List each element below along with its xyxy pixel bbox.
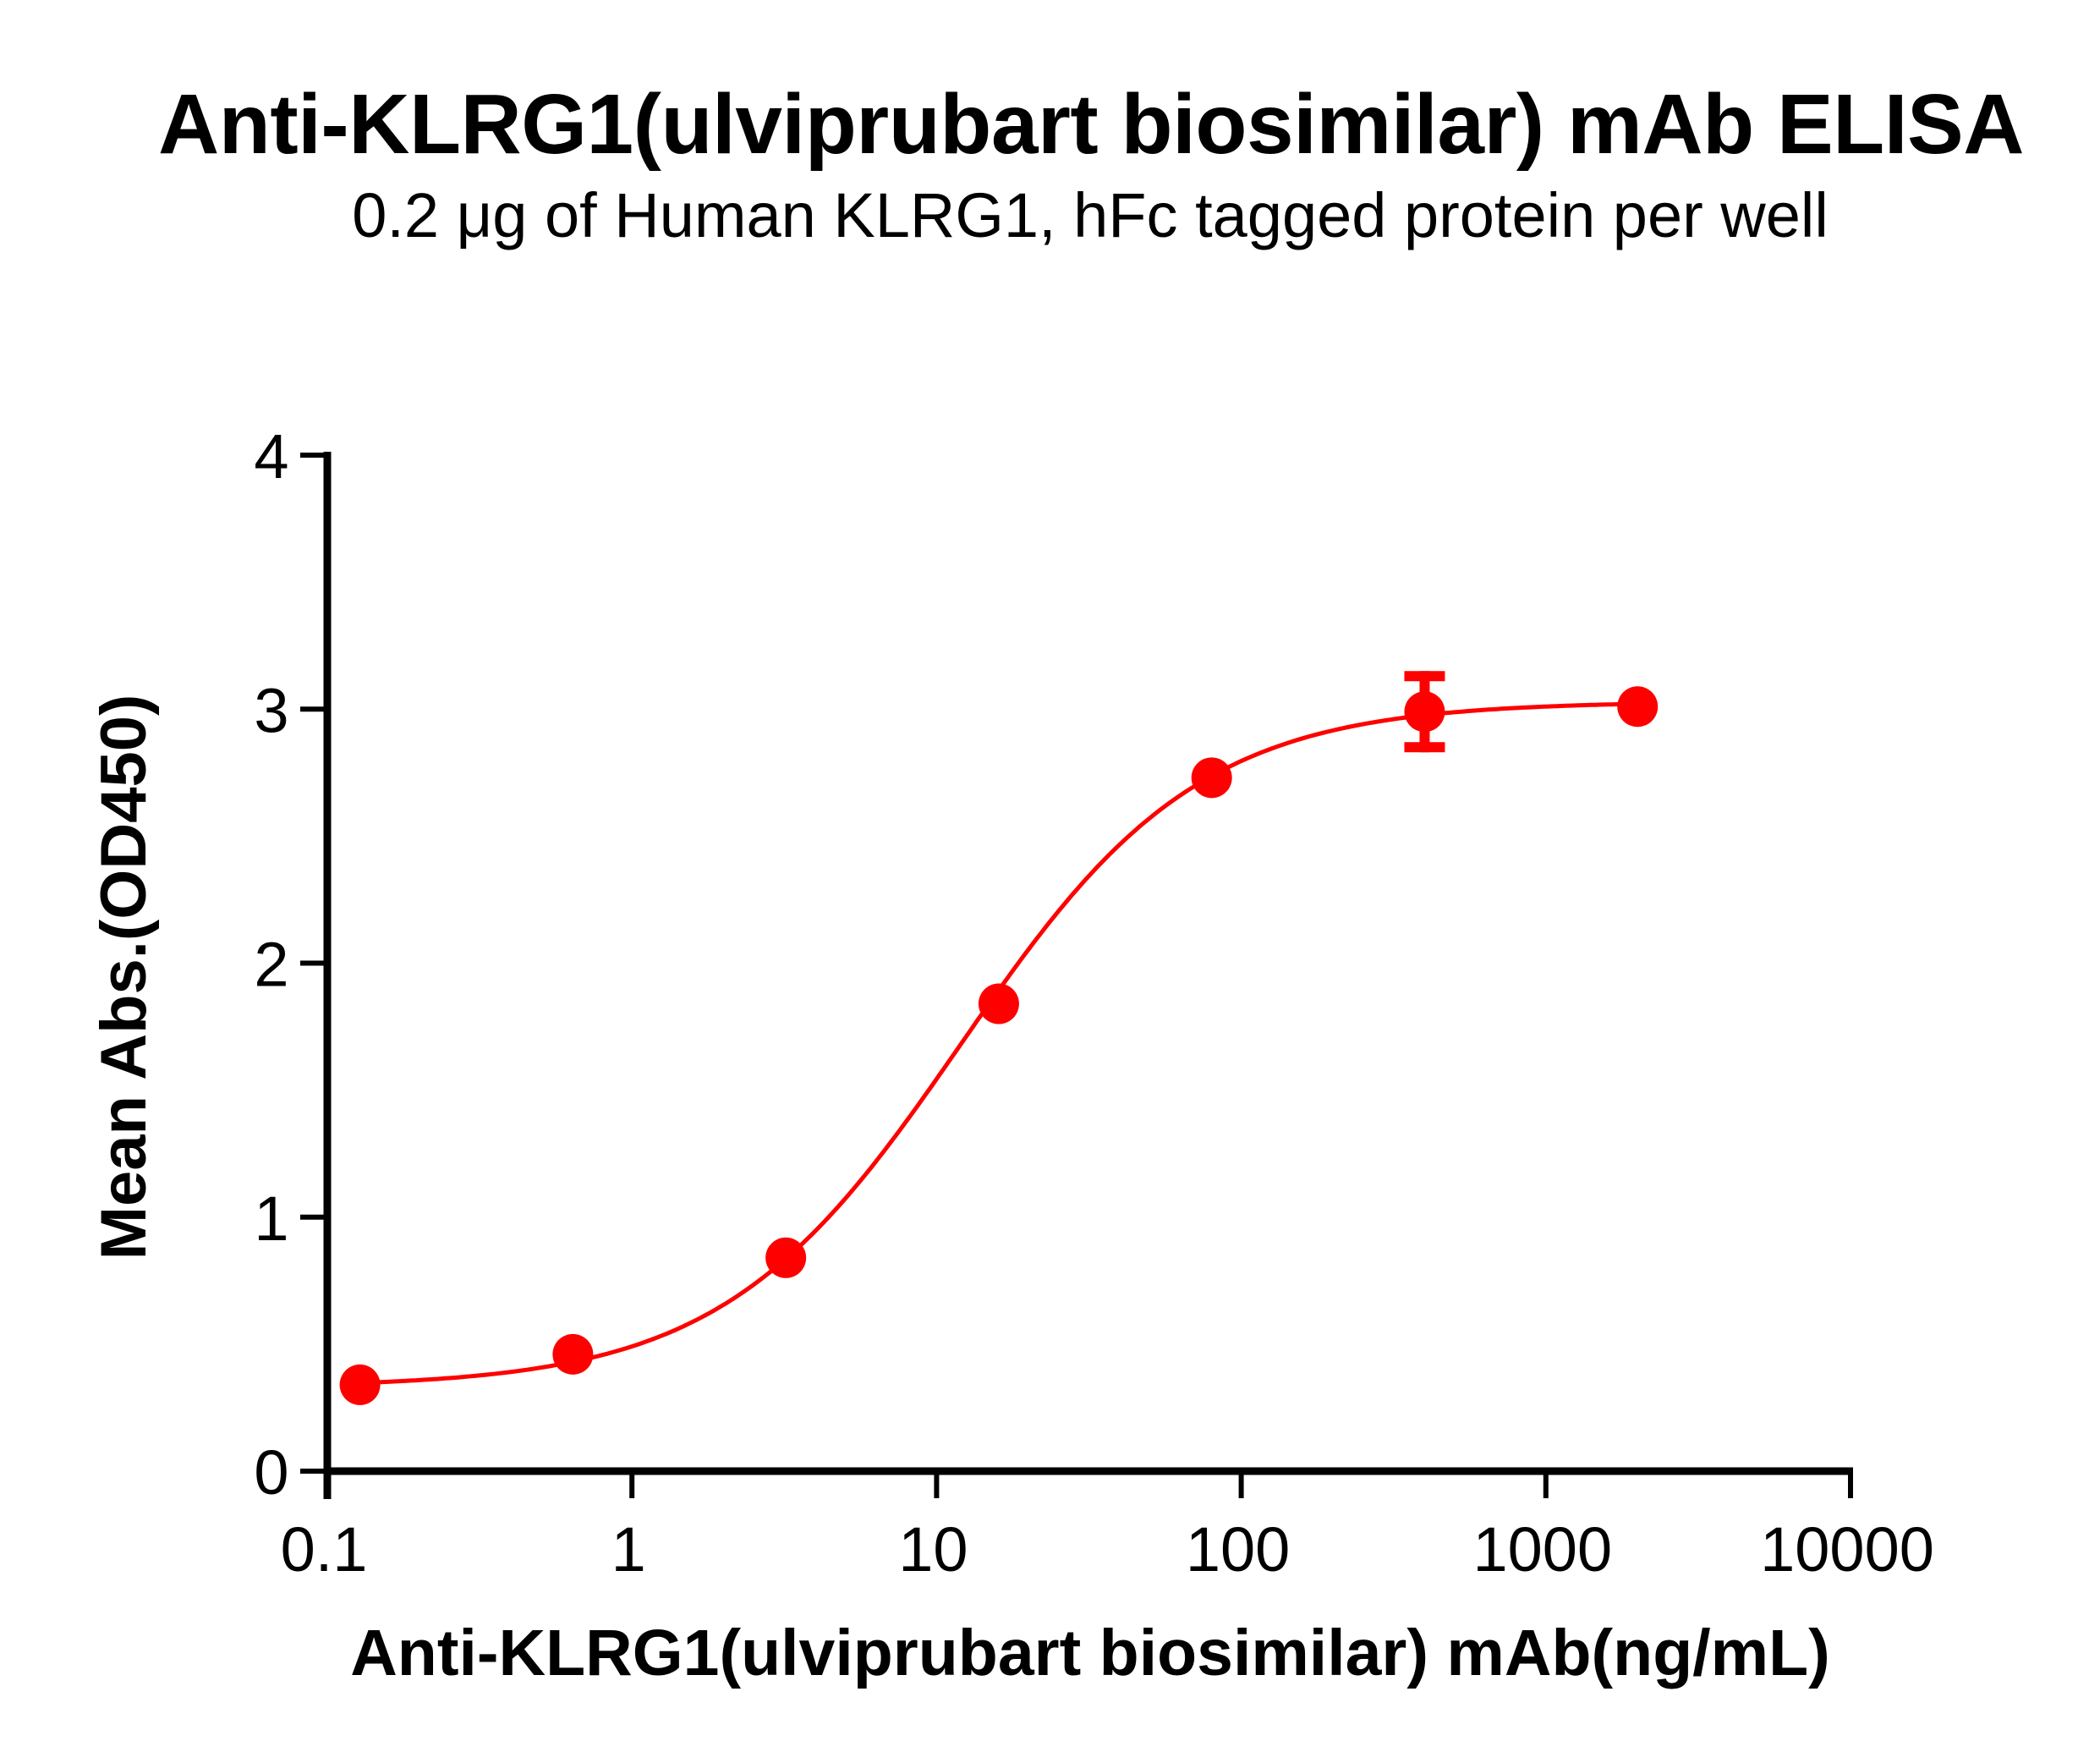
data-point [339, 1364, 381, 1405]
data-point [1617, 686, 1659, 728]
x-axis-label: Anti-KLRG1(ulviprubart biosimilar) mAb(n… [350, 1617, 1830, 1689]
x-tick-label: 100 [1186, 1514, 1290, 1585]
y-axis-label: Mean Abs.(OD450) [88, 695, 160, 1260]
x-tick-label: 1000 [1472, 1514, 1612, 1585]
data-point [1404, 691, 1445, 733]
y-tick-label: 4 [254, 421, 288, 492]
data-points-layer [339, 671, 1659, 1405]
y-axis: 0 1 2 3 4 [254, 421, 332, 1508]
y-tick-label: 0 [254, 1437, 288, 1508]
data-point [552, 1333, 594, 1375]
data-point [978, 983, 1019, 1024]
x-tick-label: 10 [898, 1514, 968, 1585]
y-tick-label: 2 [254, 930, 288, 1000]
y-tick-label: 3 [254, 675, 288, 745]
data-point [765, 1237, 807, 1278]
chart-title: Anti-KLRG1(ulviprubart biosimilar) mAb E… [158, 77, 2024, 172]
data-point [1191, 757, 1232, 799]
chart-subtitle: 0.2 μg of Human KLRG1, hFc tagged protei… [352, 180, 1829, 250]
y-tick-label: 1 [254, 1184, 288, 1254]
x-tick-label: 0.1 [281, 1514, 368, 1585]
x-tick-label: 1 [611, 1514, 646, 1585]
x-tick-label: 10000 [1760, 1514, 1934, 1585]
x-axis: 0.1 1 10 100 1000 10000 [281, 1467, 1934, 1585]
fit-curve [359, 701, 1638, 1386]
fit-curve-layer [359, 701, 1638, 1386]
axes: 0 1 2 3 4 0.1 1 10 100 1000 10000 [254, 421, 1933, 1585]
